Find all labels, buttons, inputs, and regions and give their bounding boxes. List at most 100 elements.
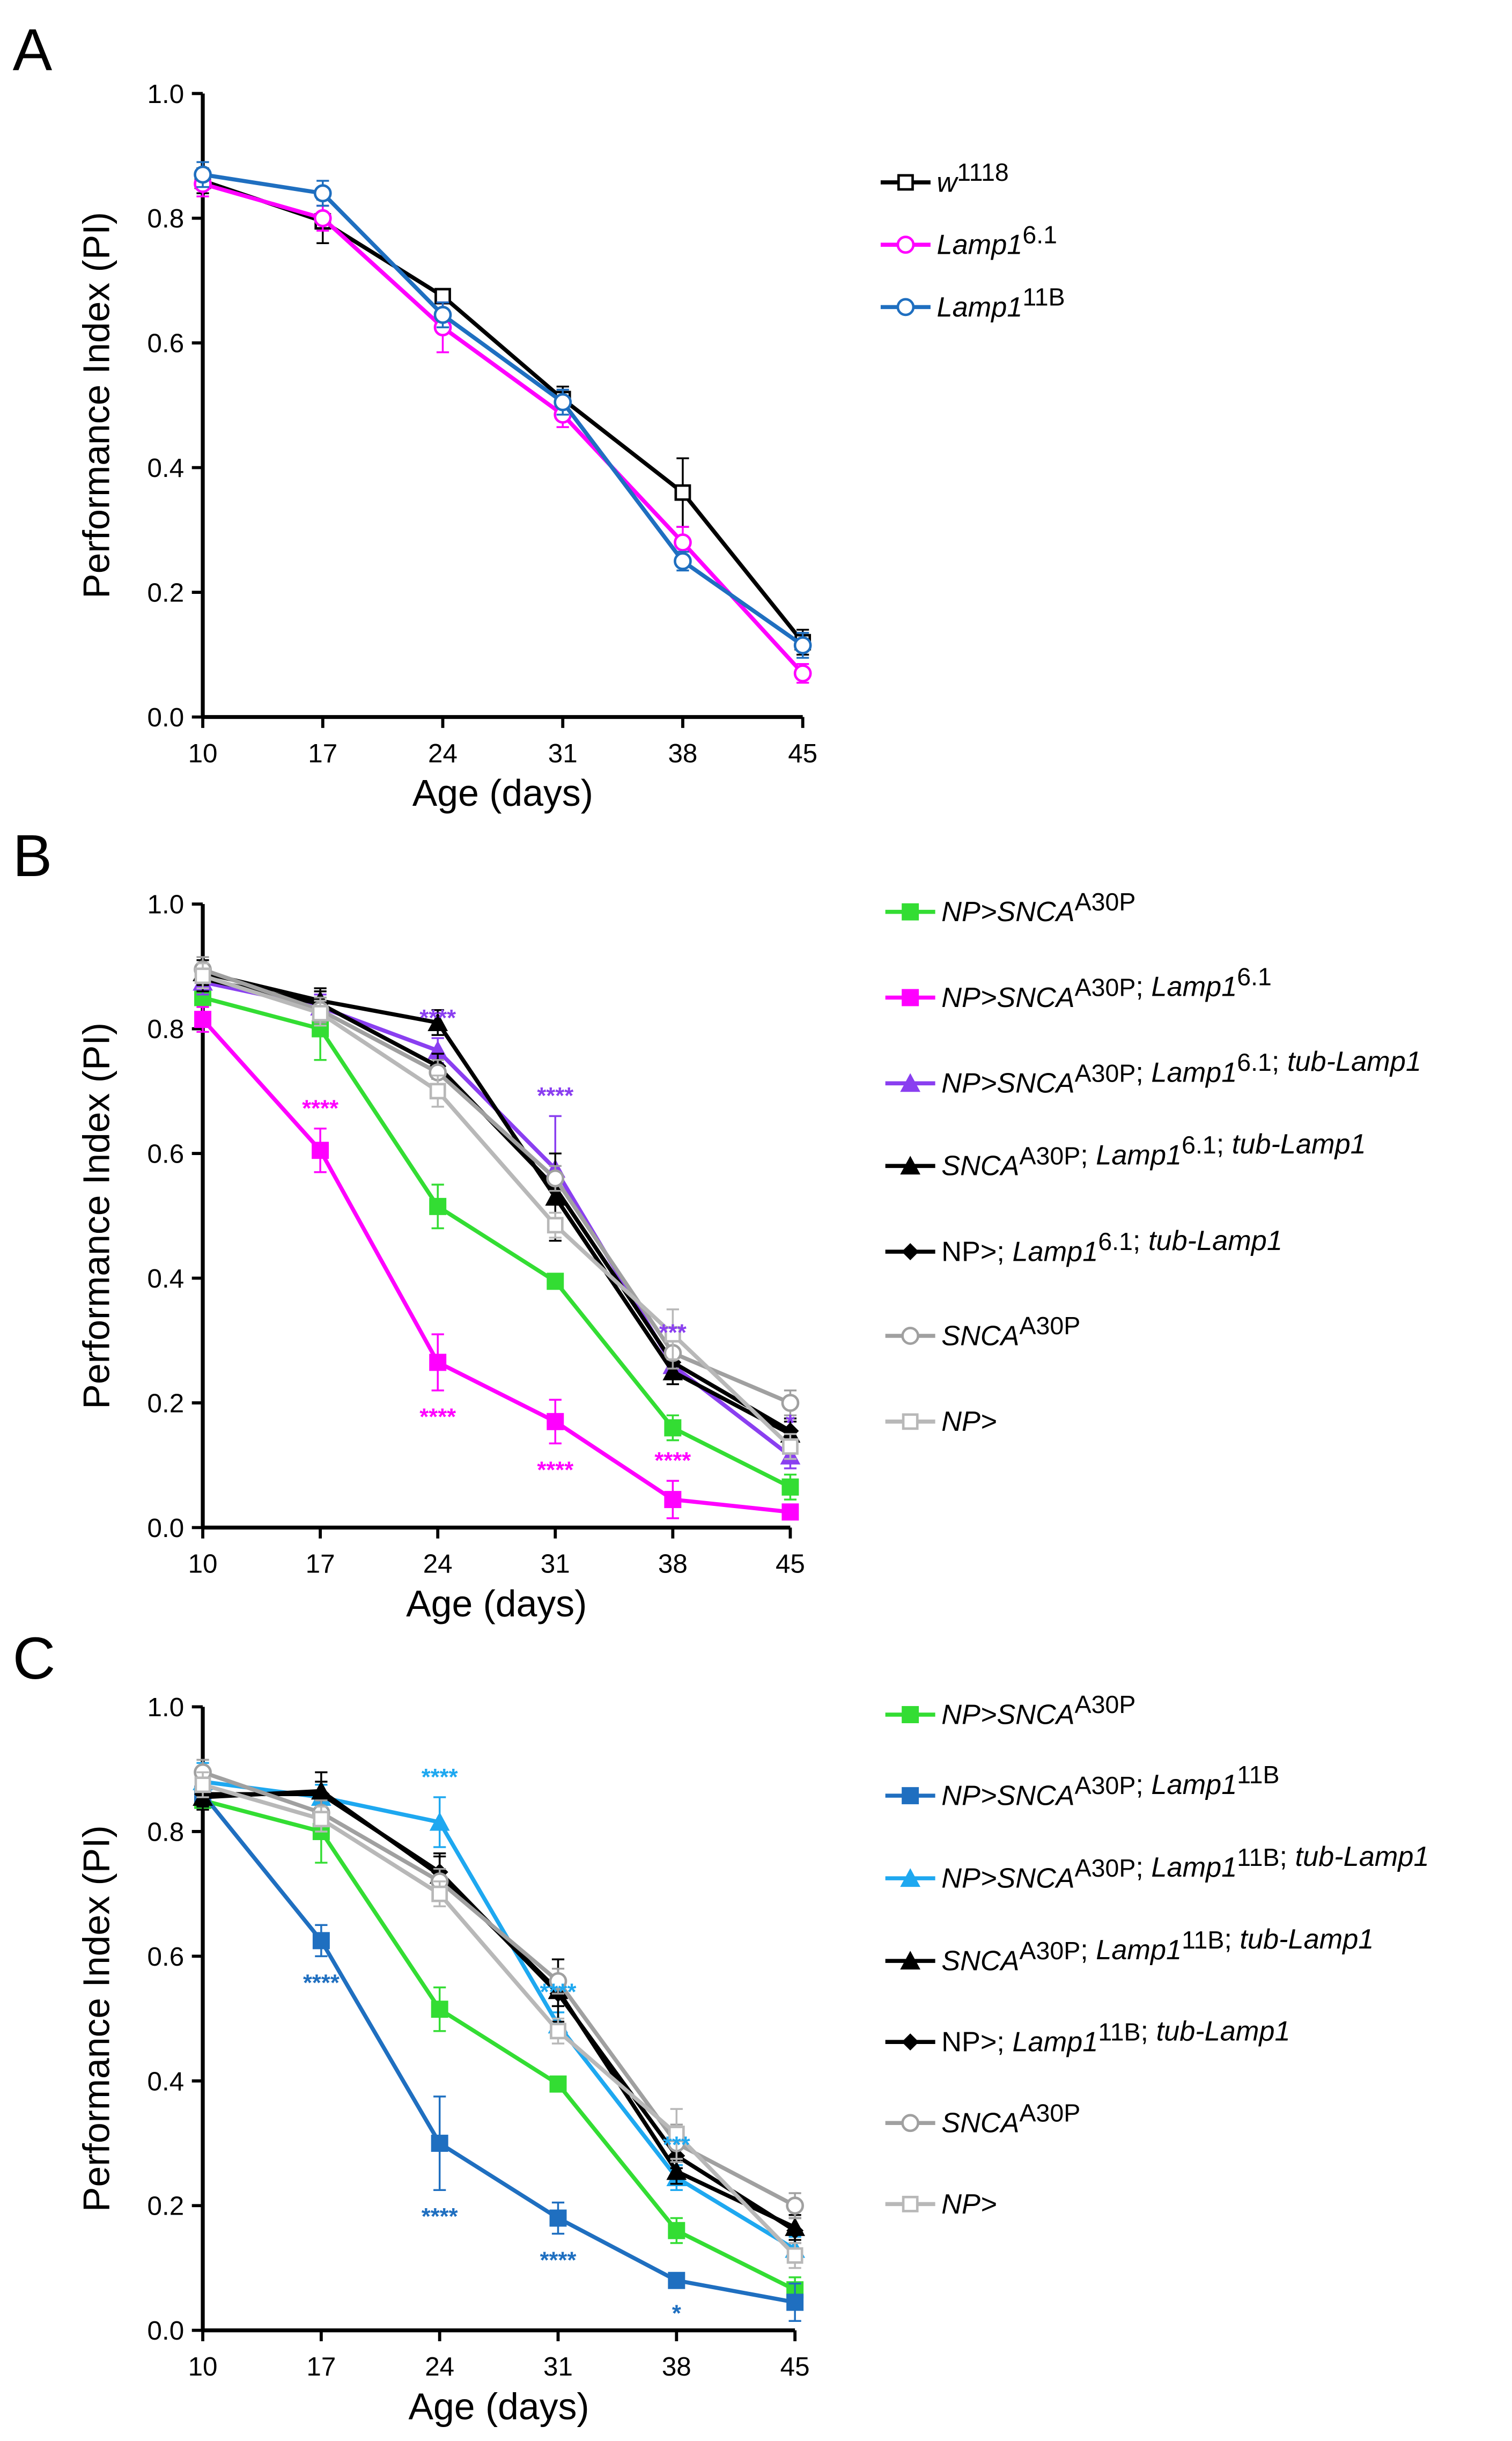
x-tick-label: 17 [308,739,337,768]
legend-entry: NP>SNCAA30P; Lamp16.1 [941,962,1272,1013]
legend-text-segment: ; [1135,1769,1151,1800]
significance-label: **** [422,1764,458,1790]
legend-text-segment: Lamp1 [1151,1769,1237,1800]
data-point [546,1169,565,1188]
legend-entry: Lamp111B [937,283,1065,322]
chart-panel-C: C 0.0 0.2 0.4 0.6 0.8 1.0 10 17 24 31 38 45 Age (days… [13,1626,1429,2427]
series-line [202,1798,796,2292]
series-5 [194,1759,804,2219]
x-tick-label: 10 [188,739,218,768]
legend-text-segment: 1118 [957,158,1008,186]
legend-entry: NP>SNCAA30P [941,1690,1135,1730]
y-tick-label: 1.0 [147,1693,185,1722]
data-point [786,2247,803,2264]
legend-marker [896,236,915,254]
y-tick-label: 0.6 [147,329,185,358]
y-tick-label: 0.8 [147,1014,185,1044]
legend-entry: NP> [941,2189,997,2220]
data-point [668,2271,685,2289]
data-point [786,2293,804,2311]
data-point [429,1197,447,1215]
significance-label: * [786,1410,795,1436]
legend-text-segment: NP>SNCA [941,1863,1074,1894]
x-tick-label: 45 [776,1549,805,1579]
significance-label: **** [537,1457,573,1483]
series-line [202,970,792,1436]
x-tick-label: 10 [188,2352,218,2381]
data-point [781,1478,799,1496]
data-point [429,1812,450,1831]
legend-text-segment: NP>; [941,1237,1012,1268]
legend-text-segment: Lamp1 [1012,1237,1098,1268]
data-point [666,2161,687,2180]
legend-entry: SNCAA30P; Lamp16.1; tub-Lamp1 [941,1129,1366,1182]
y-tick-label: 0.4 [147,1264,185,1293]
series-line [202,995,792,1489]
significance-label: **** [422,2204,458,2230]
legend-text-segment: A30P [1075,1059,1136,1087]
legend-marker [901,1327,919,1345]
legend-marker [902,903,919,921]
y-tick-label: 0.4 [147,2067,185,2096]
data-point [664,1326,681,1343]
legend-text-segment: Lamp1 [1151,1852,1237,1883]
y-axis-label: Performance Index (PI) [76,212,117,599]
significance-label: **** [303,1970,340,1996]
data-point [429,1354,447,1371]
series-line [201,1018,791,1514]
data-point [313,184,332,203]
legend-text-segment: SNCA [941,1320,1019,1351]
y-tick-label: 0.8 [147,204,185,233]
y-tick-label: 0.2 [147,2192,185,2221]
x-tick-label: 24 [423,1549,453,1579]
legend-text-segment: NP>SNCA [941,982,1074,1013]
series-line [202,1783,796,2257]
legend-entry: SNCAA30P [941,2099,1080,2138]
series-line [202,980,792,1458]
legend-text-segment: ; [1216,1129,1232,1160]
legend-entry: NP>SNCAA30P; Lamp111B [941,1761,1279,1812]
x-axis-label: Age (days) [412,772,593,814]
data-point [427,1012,448,1031]
data-point [793,664,812,683]
series-0 [194,989,799,1501]
legend-text-segment: NP>; [941,2027,1012,2058]
data-point [433,306,452,324]
legend-text-segment: Lamp1 [1012,2027,1098,2058]
data-point [668,2126,685,2143]
y-tick-label: 0.6 [147,1942,185,1972]
legend-text-segment: SNCA [941,1946,1019,1977]
legend-text-segment: ; [1141,2016,1156,2047]
x-tick-label: 24 [425,2352,454,2381]
data-point [554,393,572,411]
x-axis-label: Age (days) [406,1583,587,1624]
legend-entry: NP>SNCAA30P; Lamp16.1; tub-Lamp1 [941,1046,1421,1099]
legend-text-segment: Lamp1 [937,292,1023,323]
legend-marker [902,2195,919,2212]
data-point [664,1491,682,1509]
legend-text-segment: A30P [1020,2099,1081,2127]
legend-entry: SNCAA30P; Lamp111B; tub-Lamp1 [941,1924,1374,1977]
x-tick-label: 31 [543,2352,573,2381]
series-line [202,1770,796,2208]
y-tick-label: 0.2 [147,1388,185,1418]
data-point [674,552,692,570]
data-point [547,1413,564,1430]
x-axis-label: Age (days) [409,2385,589,2427]
x-tick-label: 31 [541,1549,570,1579]
legend-text-segment: 11B [1237,1843,1279,1871]
data-point [549,1972,567,1990]
legend-entry: NP> [941,1406,997,1437]
data-point [434,288,451,305]
series-6 [194,962,799,1460]
data-point [781,1503,799,1521]
legend-text-segment: ; [1135,1852,1151,1883]
data-point [312,1142,329,1159]
legend-text-segment: tub-Lamp1 [1295,1841,1429,1872]
legend-text-segment: 11B [1022,283,1065,311]
y-tick-label: 1.0 [147,79,185,109]
chart-panel-A: A 0.0 0.2 0.4 0.6 0.8 1.0 10 17 24 31 38 45 Age (days… [13,17,1065,814]
data-point [194,967,211,984]
data-point [431,1885,448,1902]
